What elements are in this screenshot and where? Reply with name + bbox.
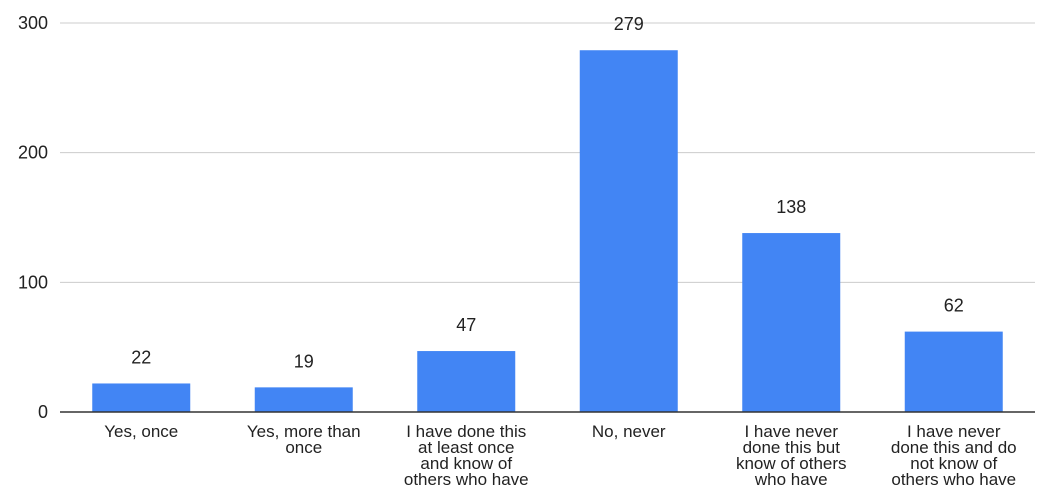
x-tick-label-line: others who have [404,470,529,489]
x-tick-label: I have never done this but know of others w… [736,422,847,489]
x-tick-label-line: know of others [736,454,847,473]
bar [904,331,1003,412]
x-tick-label: No, never [592,422,666,441]
data-label: 138 [776,197,806,217]
x-tick-label-line: done this but [743,438,841,457]
bar [254,387,353,412]
y-tick-label: 300 [18,13,48,33]
x-tick-label-line: not know of [910,454,997,473]
x-tick-label: I have never done this and do not know of o… [891,422,1017,489]
data-label: 22 [131,347,151,367]
x-tick-label: I have done this at least once and know of… [404,422,529,489]
x-tick-label-line: others who have [891,470,1016,489]
y-tick-label: 0 [38,402,48,422]
bar [417,351,516,412]
x-tick-label-line: Yes, once [104,422,178,441]
x-tick-label-line: once [285,438,322,457]
data-label: 47 [456,315,476,335]
x-tick-label-line: and know of [420,454,512,473]
x-tick-label-line: No, never [592,422,666,441]
x-tick-label-line: at least once [418,438,514,457]
x-tick-label-line: I have done this [406,422,526,441]
x-tick-label-line: Yes, more than [247,422,361,441]
x-tick-label-line: I have never [744,422,838,441]
data-label: 19 [294,351,314,371]
x-tick-label-line: who have [754,470,828,489]
bar [579,50,678,412]
y-tick-label: 100 [18,272,48,292]
x-tick-label-line: done this and do [891,438,1017,457]
x-tick-label: Yes, more than once [247,422,361,457]
data-label: 279 [614,14,644,34]
bar [92,383,191,412]
x-tick-label-line: I have never [907,422,1001,441]
x-tick-label: Yes, once [104,422,178,441]
bar [742,233,841,412]
data-label: 62 [944,296,964,316]
y-tick-label: 200 [18,143,48,163]
